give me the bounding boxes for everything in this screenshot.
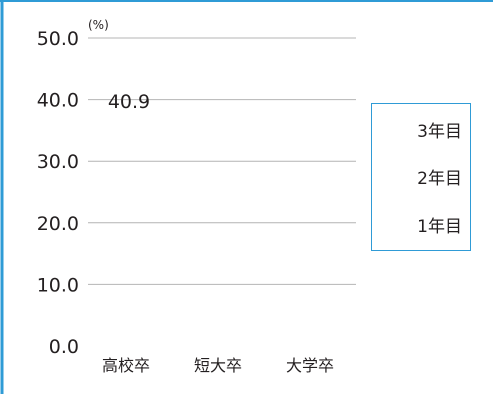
y-tick-labels: 0.0 10.0 20.0 30.0 40.0 50.0 xyxy=(37,28,79,358)
x-category-label: 短大卒 xyxy=(194,356,242,375)
y-tick-label: 50.0 xyxy=(37,28,79,50)
x-category-labels: 高校卒 短大卒 大学卒 xyxy=(102,356,334,375)
x-category-label: 大学卒 xyxy=(286,356,334,375)
y-axis-unit: (%) xyxy=(88,18,109,32)
x-category-label: 高校卒 xyxy=(102,356,150,375)
grid-lines xyxy=(88,37,356,285)
legend-item-1st-year: 1年目 xyxy=(417,217,462,237)
data-labels: 40.9 xyxy=(108,91,150,113)
y-tick-label: 20.0 xyxy=(37,213,79,235)
legend-item-3rd-year: 3年目 xyxy=(417,122,462,142)
y-tick-label: 30.0 xyxy=(37,151,79,173)
y-tick-label: 40.0 xyxy=(37,90,79,112)
y-tick-label: 0.0 xyxy=(49,336,79,358)
data-label: 40.9 xyxy=(108,91,150,113)
legend: 3年目 2年目 1年目 xyxy=(371,103,471,251)
y-tick-label: 10.0 xyxy=(37,274,79,296)
legend-item-2nd-year: 2年目 xyxy=(417,169,462,189)
